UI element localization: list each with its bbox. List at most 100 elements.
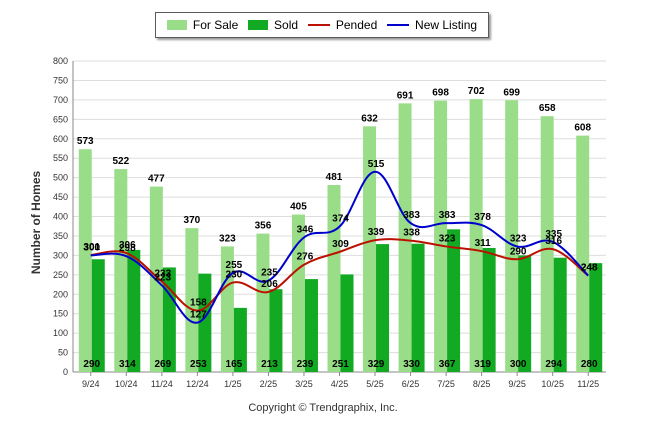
x-tick-label: 8/25 (473, 379, 491, 389)
legend-label-pended: Pended (335, 18, 378, 32)
bar-for-sale (505, 100, 519, 373)
bar-sold (482, 247, 496, 372)
data-label-for-sale: 702 (468, 86, 485, 97)
data-label-pended: 306 (119, 240, 136, 251)
data-label-pended: 233 (154, 268, 171, 279)
data-label-for-sale: 356 (255, 221, 272, 232)
data-label-new-listing: 248 (581, 263, 598, 274)
copyright-text: Copyright © Trendgraphix, Inc. (248, 402, 398, 414)
legend-item-for-sale: For Sale (166, 18, 238, 32)
y-tick-label: 800 (53, 56, 68, 66)
x-tick-label: 4/25 (331, 379, 349, 389)
bar-for-sale (256, 233, 270, 372)
x-tick-label: 9/24 (82, 379, 100, 389)
bar-sold (127, 249, 141, 372)
data-label-sold: 329 (368, 359, 385, 370)
data-label-new-listing: 323 (510, 233, 527, 244)
data-label-new-listing: 298 (119, 243, 136, 254)
legend: For Sale Sold Pended New Listing (155, 12, 489, 38)
data-label-for-sale: 323 (219, 233, 236, 244)
y-tick-label: 100 (53, 328, 68, 338)
data-label-sold: 330 (403, 359, 420, 370)
data-label-pended: 309 (332, 239, 349, 250)
y-tick-label: 500 (53, 173, 68, 183)
x-tick-label: 11/24 (151, 379, 173, 389)
bar-for-sale (434, 100, 448, 372)
bar-for-sale (469, 99, 483, 372)
x-tick-label: 9/25 (508, 379, 526, 389)
bar-sold (304, 279, 318, 372)
y-tick-label: 600 (53, 134, 68, 144)
data-label-for-sale: 370 (184, 215, 201, 226)
data-label-pended: 311 (475, 238, 492, 249)
y-tick-label: 350 (53, 231, 68, 241)
data-label-sold: 253 (190, 359, 207, 370)
data-label-new-listing: 300 (83, 242, 100, 253)
bar-sold (233, 307, 247, 372)
data-label-pended: 248 (581, 263, 598, 274)
legend-label-new-listing: New Listing (415, 18, 478, 32)
data-label-sold: 294 (545, 359, 562, 370)
data-label-sold: 165 (226, 359, 243, 370)
legend-item-new-listing: New Listing (387, 18, 477, 32)
x-tick-label: 2/25 (260, 379, 278, 389)
bar-sold (447, 229, 461, 372)
data-label-for-sale: 522 (112, 156, 129, 167)
y-tick-label: 450 (53, 192, 68, 202)
x-tick-label: 3/25 (295, 379, 313, 389)
data-label-for-sale: 481 (326, 172, 343, 183)
data-label-pended: 230 (226, 270, 243, 281)
data-label-sold: 290 (83, 359, 100, 370)
data-label-new-listing: 346 (297, 224, 314, 235)
data-label-new-listing: 378 (474, 212, 491, 223)
bar-sold (269, 289, 283, 372)
data-label-for-sale: 573 (77, 136, 94, 147)
y-tick-label: 0 (63, 367, 68, 377)
data-label-for-sale: 405 (290, 202, 307, 213)
data-label-sold: 213 (261, 359, 278, 370)
data-label-sold: 251 (332, 359, 349, 370)
data-label-for-sale: 632 (361, 113, 378, 124)
data-label-new-listing: 235 (261, 268, 278, 279)
bar-for-sale (114, 169, 128, 372)
data-label-sold: 269 (154, 359, 171, 370)
y-axis-title: Number of Homes (29, 171, 43, 275)
bar-sold (411, 243, 425, 372)
data-label-for-sale: 699 (503, 87, 520, 98)
data-label-pended: 158 (190, 298, 207, 309)
y-tick-label: 300 (53, 250, 68, 260)
data-label-new-listing: 383 (439, 210, 456, 221)
legend-swatch-sold (248, 20, 269, 30)
bar-for-sale (540, 116, 554, 372)
legend-swatch-pended (307, 24, 330, 26)
data-label-sold: 300 (510, 359, 527, 370)
data-label-pended: 290 (510, 246, 527, 257)
y-tick-label: 200 (53, 289, 68, 299)
y-tick-label: 650 (53, 114, 68, 124)
data-label-sold: 280 (581, 359, 598, 370)
bar-for-sale (185, 228, 199, 372)
x-tick-label: 11/25 (577, 379, 599, 389)
data-label-new-listing: 255 (226, 260, 243, 271)
data-label-new-listing: 335 (545, 229, 562, 240)
data-label-pended: 338 (403, 228, 420, 239)
bar-for-sale (291, 214, 305, 372)
y-tick-label: 750 (53, 75, 68, 85)
legend-item-pended: Pended (307, 18, 378, 32)
bar-sold (340, 274, 354, 372)
data-label-pended: 206 (261, 279, 278, 290)
data-label-sold: 314 (119, 359, 136, 370)
data-label-sold: 367 (439, 359, 456, 370)
data-label-for-sale: 658 (539, 103, 556, 114)
y-tick-label: 50 (58, 348, 68, 358)
bar-sold (198, 273, 212, 372)
bar-for-sale (576, 135, 590, 372)
bar-for-sale (78, 149, 92, 372)
bar-sold (91, 259, 105, 372)
data-label-pended: 339 (368, 227, 385, 238)
data-label-for-sale: 608 (574, 123, 591, 134)
y-tick-label: 550 (53, 153, 68, 163)
x-tick-label: 5/25 (366, 379, 384, 389)
x-tick-label: 10/24 (115, 379, 138, 389)
